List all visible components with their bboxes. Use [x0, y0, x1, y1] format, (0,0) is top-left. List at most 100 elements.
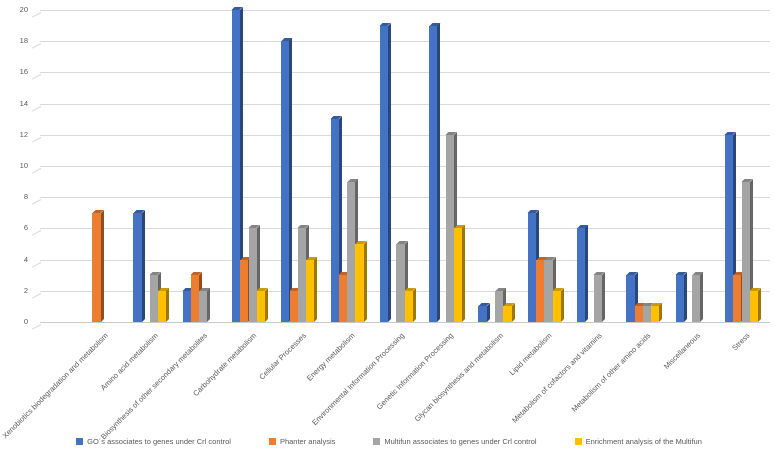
x-category-label-9: Lipid metabolism: [507, 331, 555, 378]
bar-series-0-category-6: [379, 22, 392, 322]
bar-series-0-category-5: [330, 116, 342, 322]
bar-front-face: [355, 244, 364, 322]
bar-series-0-category-10: [577, 225, 589, 322]
bar-side-face: [314, 256, 318, 322]
bar-front-face: [642, 306, 652, 322]
bar-series-0-category-9: [527, 209, 539, 322]
bar-series-3-category-11: [651, 303, 663, 322]
y-tick-label-14: 14: [19, 98, 28, 108]
bar-side-face: [207, 287, 211, 322]
bar-front-face: [330, 119, 339, 322]
bar-front-face: [240, 259, 249, 322]
bar-front-face: [626, 275, 635, 322]
bar-front-face: [478, 306, 487, 322]
bar-front-face: [281, 41, 290, 322]
bar-series-3-category-8: [503, 303, 515, 322]
bar-side-face: [659, 303, 663, 322]
gridline-y-18: [31, 41, 770, 49]
bar-series-2-category-3: [248, 225, 260, 322]
bar-series-1-category-4: [289, 287, 301, 322]
bar-series-3-category-1: [158, 287, 170, 322]
bar-front-face: [297, 228, 307, 322]
bar-side-face: [289, 38, 293, 322]
bar-series-2-category-2: [199, 287, 211, 322]
legend-swatch-icon: [268, 438, 276, 445]
bar-series-3-category-3: [256, 287, 269, 322]
legend-item-2: Multifun associates to genes under Crl c…: [373, 437, 537, 446]
y-tick-label-10: 10: [19, 161, 28, 170]
bar-series-1-category-9: [536, 256, 548, 322]
bar-front-face: [552, 290, 561, 322]
bar-series-3-category-6: [404, 287, 416, 322]
gridline-y-6: [31, 228, 770, 237]
y-tick-label-6: 6: [23, 223, 28, 233]
x-category-label-8: Glycan biosynthesis and metabolism: [412, 331, 505, 424]
bar-side-face: [585, 225, 589, 322]
bar-side-face: [437, 22, 441, 322]
gridline-depth-tick: [31, 12, 42, 18]
legend-label: Enrichment analysis of the Multifun: [585, 437, 702, 446]
bar-series-2-category-11: [642, 303, 655, 322]
bar-series-0-category-7: [429, 22, 441, 322]
y-tick-label-0: 0: [23, 317, 28, 326]
bar-side-face: [462, 225, 466, 322]
bar-side-face: [388, 22, 392, 322]
bar-series-2-category-12: [692, 272, 704, 322]
bar-side-face: [166, 287, 170, 322]
bar-side-face: [412, 287, 416, 322]
gridline-y-14: [31, 103, 770, 112]
legend-swatch-icon: [373, 438, 381, 445]
bar-side-face: [141, 209, 145, 322]
x-category-label-13: Stress: [729, 331, 752, 353]
y-tick-label-20: 20: [19, 5, 28, 14]
legend-item-0: GO´s associates to genes under Crl contr…: [76, 437, 231, 446]
bar-series-0-category-11: [626, 272, 638, 322]
bar-series-0-category-12: [675, 272, 687, 322]
gridline-depth-tick: [31, 74, 42, 81]
bar-front-face: [379, 25, 389, 322]
bar-series-2-category-8: [495, 287, 507, 322]
gridline-y-20: [31, 10, 770, 18]
bar-side-face: [511, 303, 515, 322]
x-category-label-11: Metabolism of other amino acids: [569, 331, 653, 414]
gridline-depth-tick: [31, 199, 42, 205]
bar-front-face: [634, 306, 643, 322]
bar-side-face: [601, 272, 605, 322]
bar-front-face: [527, 212, 536, 322]
bar-front-face: [92, 212, 101, 322]
bar-series-1-category-11: [634, 303, 646, 322]
bar-front-face: [724, 134, 734, 322]
gridline-depth-tick: [31, 168, 42, 174]
bar-front-face: [133, 212, 142, 322]
bar-front-face: [190, 275, 200, 322]
bar-front-face: [404, 290, 413, 322]
bar-front-face: [577, 228, 586, 322]
bar-side-face: [560, 287, 564, 322]
bar-side-face: [486, 303, 490, 322]
y-tick-label-12: 12: [19, 129, 28, 139]
gridline-y-16: [31, 72, 770, 81]
gridline-y-10: [31, 166, 770, 174]
bar-front-face: [347, 181, 356, 322]
x-category-label-12: Miscellaneous: [661, 331, 702, 371]
y-tick-label-18: 18: [19, 36, 28, 46]
bar-series-2-category-4: [297, 225, 310, 322]
gridline-depth-tick: [31, 136, 42, 143]
bar-front-face: [503, 306, 512, 322]
bar-front-face: [445, 134, 454, 322]
y-tick-label-8: 8: [23, 192, 28, 202]
bar-front-face: [495, 290, 504, 322]
gridline-depth-tick: [31, 105, 42, 112]
bar-side-face: [758, 287, 762, 322]
bar-front-face: [454, 228, 463, 322]
bar-front-face: [158, 290, 167, 322]
bar-series-1-category-13: [733, 272, 745, 322]
legend: GO´s associates to genes under Crl contr…: [0, 437, 778, 446]
x-category-label-4: Cellular Processes: [256, 331, 308, 382]
gridline-depth-tick: [31, 261, 42, 268]
x-category-label-6: Environmental Information Processing: [310, 331, 407, 427]
legend-label: Phanter analysis: [279, 437, 336, 446]
bar-series-0-category-1: [133, 209, 145, 322]
bar-front-face: [536, 259, 545, 322]
